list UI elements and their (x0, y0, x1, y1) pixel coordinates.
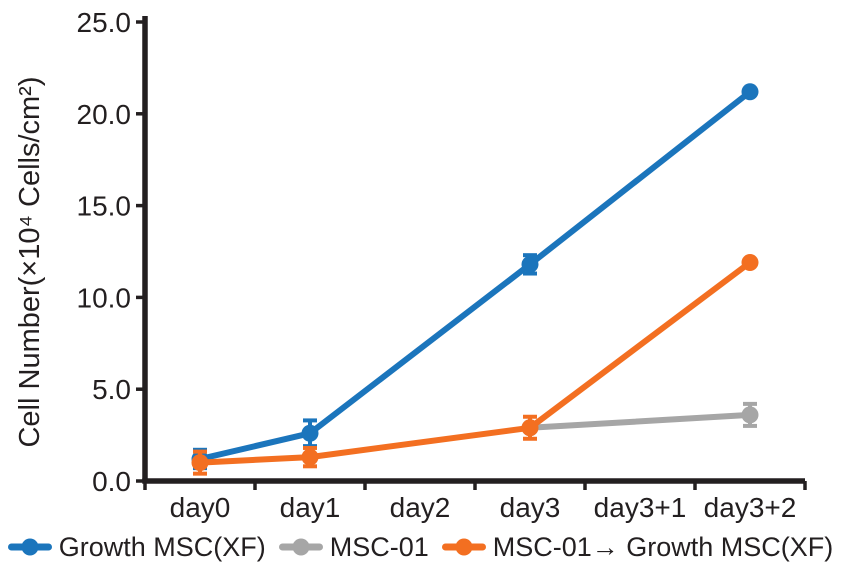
data-point-marker (741, 83, 759, 101)
legend-item-msc-01-to-growth-msc-xf: MSC-01→ Growth MSC(XF) (441, 531, 834, 563)
data-point-marker (521, 255, 539, 273)
y-tick-label: 15.0 (77, 191, 132, 222)
legend-label-msc-01: MSC-01 (329, 532, 429, 562)
x-tick-label: day3+2 (704, 492, 797, 523)
legend-marker-gray-line-dot-icon (278, 538, 323, 556)
series-line (527, 411, 753, 431)
chart-legend: Growth MSC(XF) MSC-01 MSC-01→ Growth MSC… (0, 531, 841, 563)
x-tick-label: day3+1 (594, 492, 687, 523)
y-tick-label: 5.0 (92, 374, 131, 405)
data-point-marker (741, 406, 759, 424)
legend-label-msc-01-to-growth-msc-xf: MSC-01→ Growth MSC(XF) (492, 532, 834, 562)
y-tick-label: 20.0 (77, 99, 132, 130)
legend-marker-blue-line-dot-icon (7, 538, 52, 556)
legend-item-msc-01: MSC-01 (278, 531, 429, 563)
x-tick-label: day0 (170, 492, 231, 523)
y-axis-title: Cell Number(×10⁴ Cells/cm²) (14, 76, 46, 448)
x-tick-label: day1 (280, 492, 341, 523)
y-tick-label: 25.0 (77, 7, 132, 38)
series-line (197, 88, 753, 462)
series-line (197, 259, 753, 466)
legend-label-growth-msc-xf: Growth MSC(XF) (58, 532, 266, 562)
x-tick-label: day3 (500, 492, 561, 523)
legend-marker-orange-line-dot-icon (441, 538, 486, 556)
data-point-marker (301, 424, 319, 442)
x-tick-label: day2 (390, 492, 451, 523)
y-tick-label: 10.0 (77, 282, 132, 313)
legend-item-growth-msc-xf: Growth MSC(XF) (7, 531, 266, 563)
data-point-marker (191, 454, 209, 472)
y-tick-label: 0.0 (92, 466, 131, 497)
data-point-marker (741, 254, 759, 272)
data-point-marker (301, 448, 319, 466)
data-point-marker (521, 419, 539, 437)
